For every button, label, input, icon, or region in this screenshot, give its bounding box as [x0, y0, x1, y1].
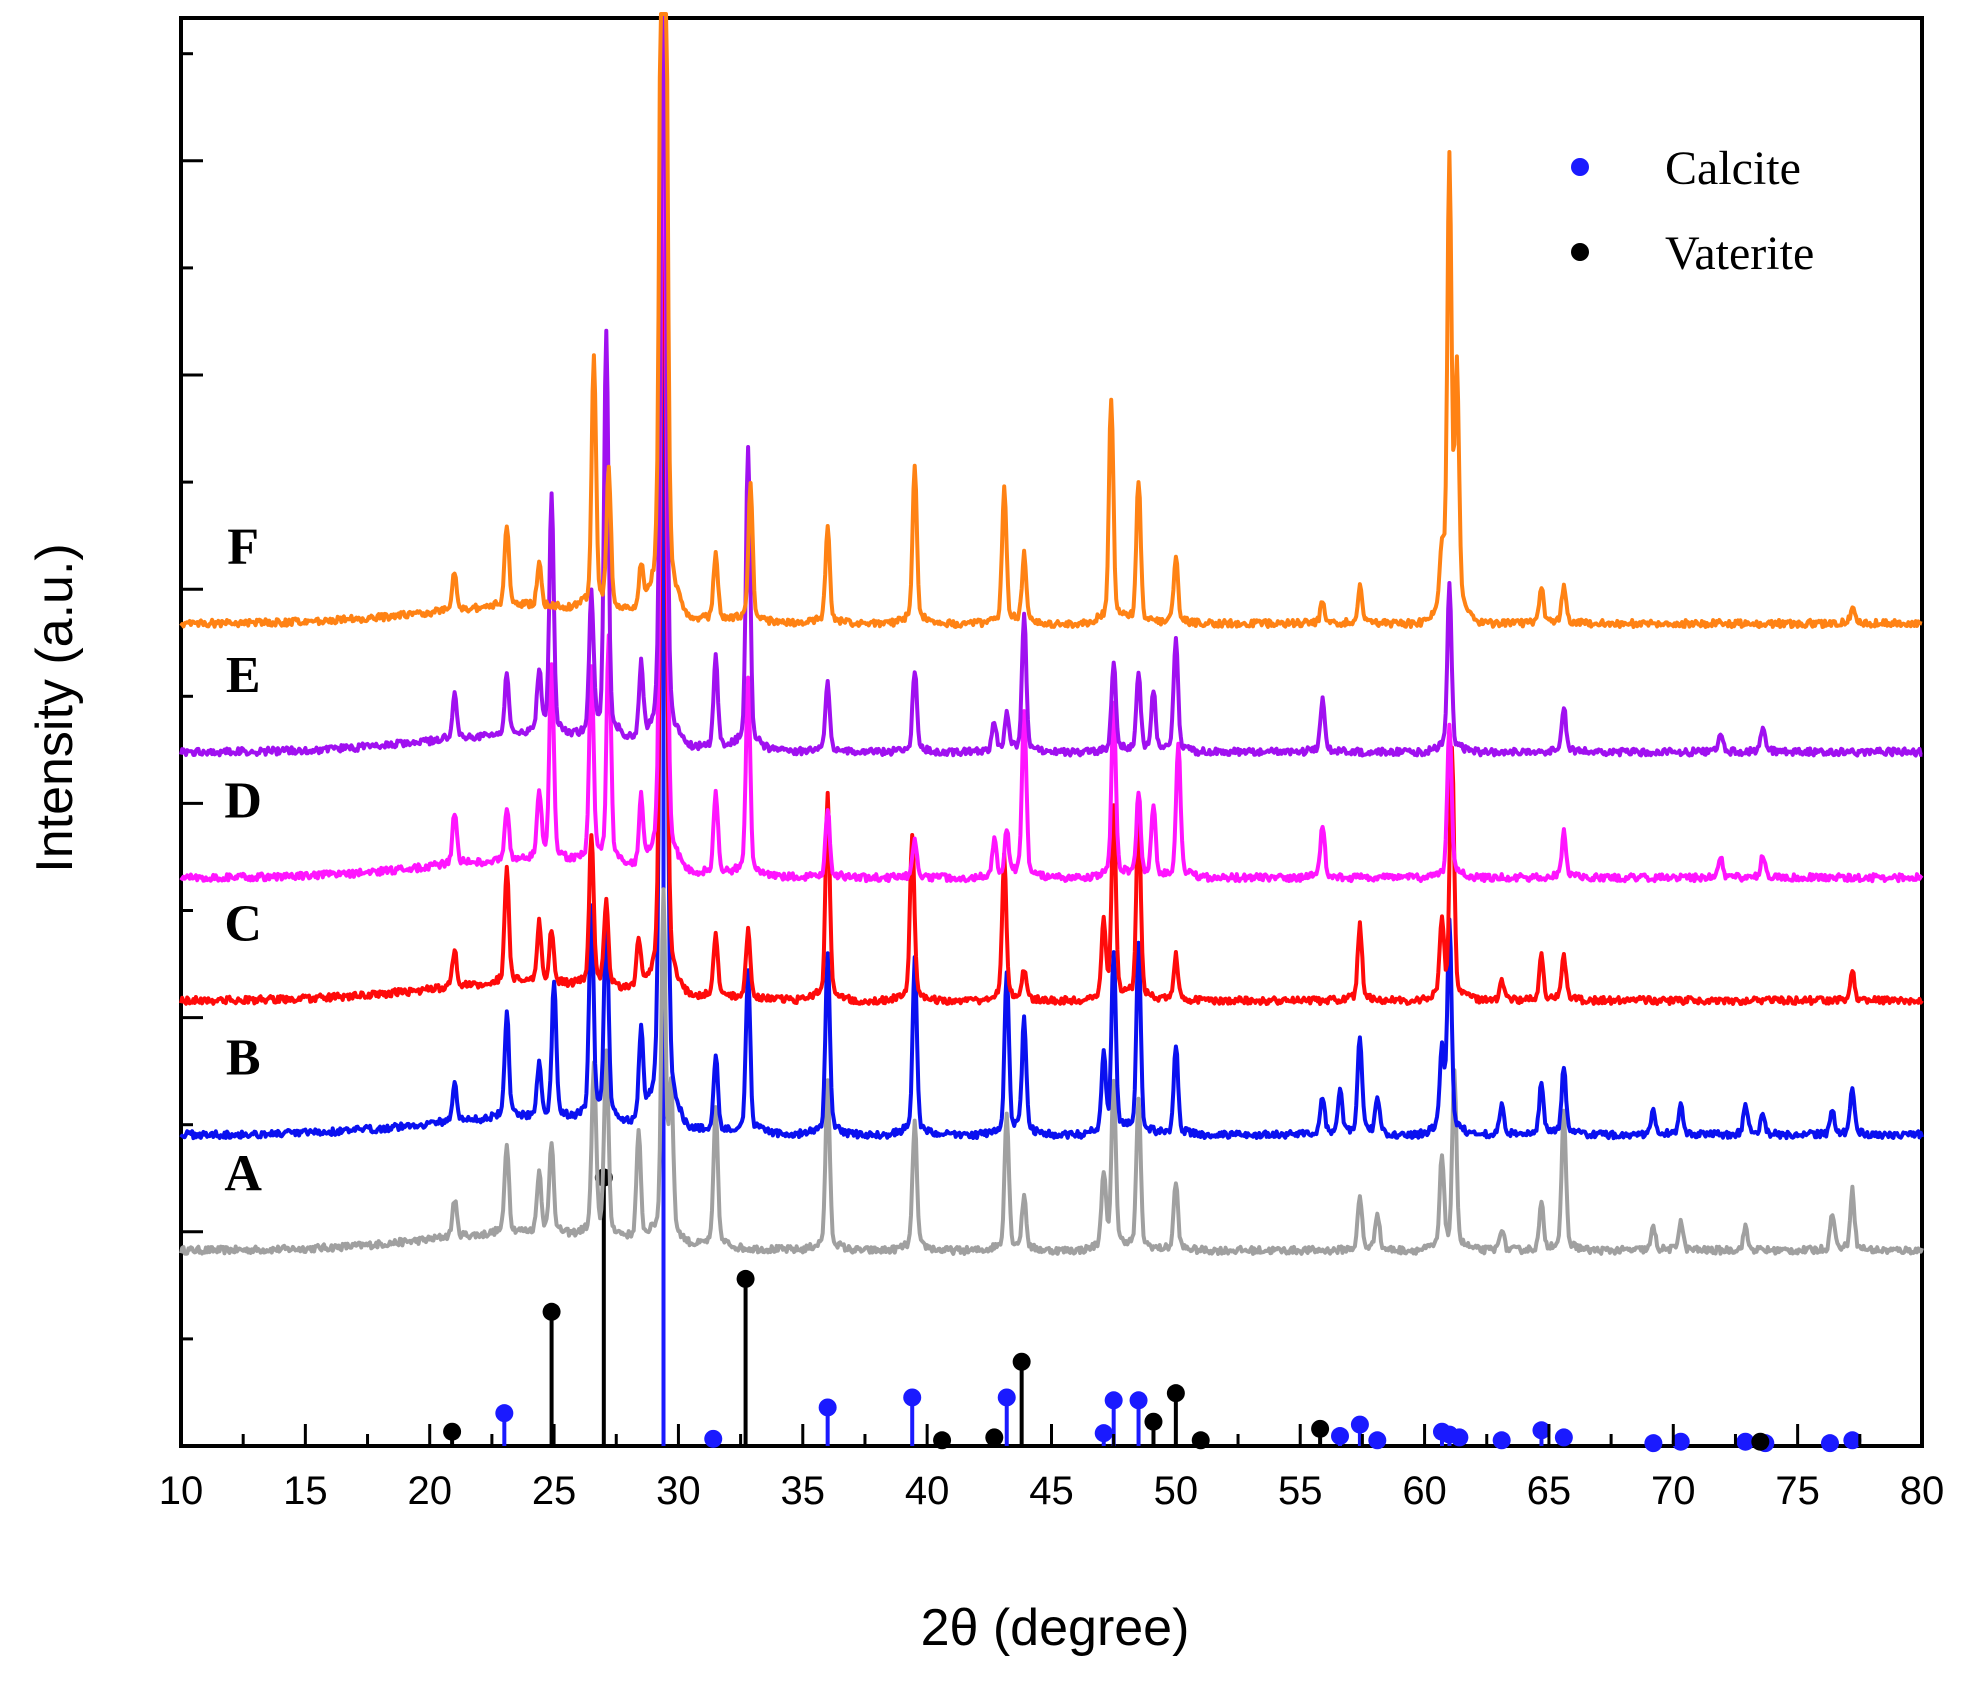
stick-marker-calcite	[495, 1404, 514, 1423]
stick-marker-calcite	[1368, 1431, 1387, 1450]
x-tick-label: 55	[1278, 1469, 1323, 1513]
stick-marker-calcite	[1532, 1421, 1551, 1440]
trace-F	[179, 12, 1923, 629]
axes: 10 15 20 25 30 35 40 45 50 55 60 65 70 75 80	[159, 52, 1945, 1513]
trace-label-E: E	[226, 647, 261, 704]
stick-marker-vaterite	[542, 1302, 561, 1321]
trace-B	[179, 12, 1924, 1141]
stick-marker-vaterite	[736, 1269, 755, 1288]
x-tick-label: 50	[1154, 1469, 1199, 1513]
trace-label-D: D	[224, 773, 262, 830]
legend-calcite-label: Calcite	[1665, 142, 1801, 195]
trace-label-F: F	[227, 518, 259, 575]
trace-E	[179, 12, 1923, 758]
stick-marker-vaterite	[1166, 1384, 1185, 1403]
x-tick-label: 30	[656, 1469, 701, 1513]
stick-marker-calcite	[1492, 1431, 1511, 1450]
stick-marker-vaterite	[1311, 1419, 1330, 1438]
x-tick-label: 75	[1775, 1469, 1820, 1513]
stick-marker-calcite	[1554, 1428, 1573, 1447]
diffraction-traces	[179, 12, 1924, 1256]
x-tick-label: 40	[905, 1469, 950, 1513]
plot-frame	[179, 16, 1924, 1448]
stick-marker-calcite	[704, 1429, 723, 1448]
stick-marker-calcite	[1104, 1391, 1123, 1410]
x-tick-label: 60	[1402, 1469, 1447, 1513]
trace-labels: A B C D E F	[224, 518, 262, 1202]
stick-marker-calcite	[1820, 1434, 1839, 1453]
x-tick-label: 20	[407, 1469, 452, 1513]
stick-marker-calcite	[1736, 1432, 1755, 1451]
legend-vaterite-label: Vaterite	[1665, 227, 1814, 280]
stick-marker-calcite	[1644, 1434, 1663, 1453]
trace-label-C: C	[224, 895, 262, 952]
x-tick-label: 65	[1527, 1469, 1572, 1513]
reference-sticks	[443, 18, 1862, 1453]
stick-marker-vaterite	[933, 1431, 952, 1450]
stick-marker-calcite	[997, 1388, 1016, 1407]
stick-marker-calcite	[903, 1388, 922, 1407]
y-axis-title: Intensity (a.u.)	[26, 543, 84, 872]
x-tick-label: 45	[1029, 1469, 1074, 1513]
x-tick-label: 15	[283, 1469, 328, 1513]
stick-marker-calcite	[1094, 1424, 1113, 1443]
stick-marker-calcite	[1331, 1427, 1350, 1446]
x-tick-label: 25	[532, 1469, 577, 1513]
trace-label-A: A	[224, 1145, 262, 1202]
plot-area	[179, 16, 1924, 1448]
legend: Calcite Vaterite	[1571, 142, 1814, 280]
stick-marker-vaterite	[1012, 1352, 1031, 1371]
stick-marker-calcite	[1843, 1431, 1862, 1450]
trace-label-B: B	[226, 1030, 261, 1087]
stick-marker-calcite	[1450, 1428, 1469, 1447]
x-tick-label: 70	[1651, 1469, 1696, 1513]
stick-marker-vaterite	[1144, 1412, 1163, 1431]
x-axis-title: 2θ (degree)	[921, 1599, 1190, 1657]
stick-marker-calcite	[1350, 1415, 1369, 1434]
stick-marker-calcite	[1129, 1391, 1148, 1410]
x-tick-label: 35	[781, 1469, 826, 1513]
stick-marker-calcite	[1671, 1432, 1690, 1451]
legend-calcite-marker	[1571, 158, 1589, 176]
legend-vaterite-marker	[1571, 243, 1589, 261]
x-tick-label: 80	[1900, 1469, 1945, 1513]
trace-A	[179, 887, 1924, 1256]
stick-marker-vaterite	[1751, 1432, 1770, 1451]
stick-marker-calcite	[818, 1398, 837, 1417]
stick-marker-vaterite	[1191, 1431, 1210, 1450]
trace-D	[179, 52, 1924, 884]
stick-marker-vaterite	[443, 1422, 462, 1441]
x-tick-label: 10	[159, 1469, 204, 1513]
trace-C	[179, 140, 1924, 1006]
